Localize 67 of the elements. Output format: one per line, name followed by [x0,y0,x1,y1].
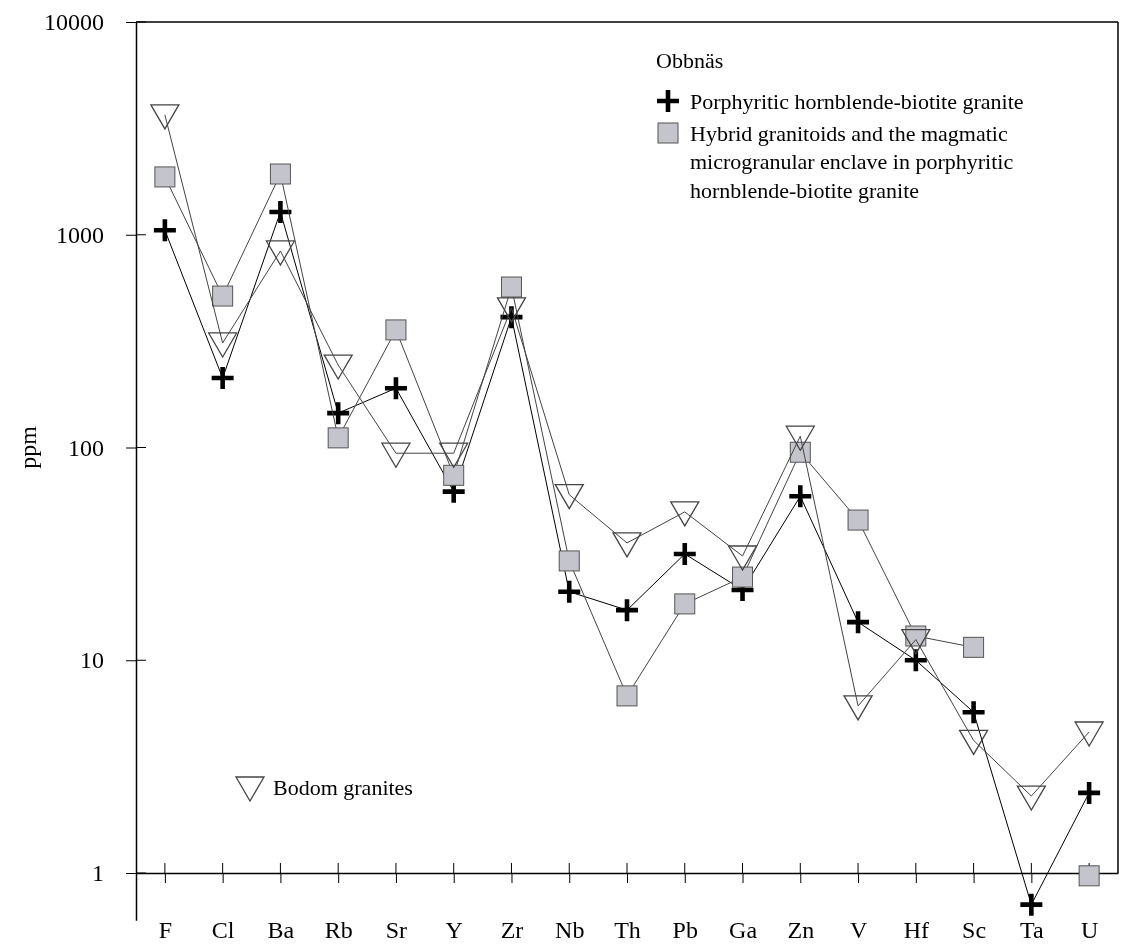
x-tick-label: U [1080,917,1099,944]
x-tick-label: Nb [555,917,585,944]
point [1016,785,1046,811]
point [558,580,581,603]
point [443,464,465,486]
y-axis-title: ppm [15,425,41,469]
point [674,593,696,615]
point [727,545,758,571]
legend-label: Porphyritic hornblende-biotite granite [690,88,1024,114]
point [847,509,869,531]
x-tick-label: V [849,917,868,944]
point [843,695,873,721]
point [963,636,985,658]
point [381,442,411,468]
point [211,367,234,390]
point [616,685,638,707]
legend-title: Obbnäs [656,48,724,73]
legend-label: Bodom granites [273,774,413,800]
y-tick-label: 10000 [44,9,104,36]
y-tick-label: 1 [92,860,104,887]
point [439,442,469,468]
point [323,354,353,380]
point [558,550,580,572]
point [1020,893,1043,916]
point [789,485,812,508]
point [154,166,176,188]
point [500,276,522,298]
point [962,701,985,724]
point [732,566,754,588]
x-tick-label: F [158,917,173,944]
x-tick-label: Zn [787,917,815,944]
x-tick-label: Pb [672,917,698,944]
x-tick-label: Zr [500,917,524,944]
point [385,319,407,341]
point [212,285,234,307]
y-tick-label: 100 [68,434,104,461]
point [670,501,700,527]
x-tick-label: Y [445,917,463,944]
y-tick-label: 10 [80,647,104,674]
x-tick-label: Hf [903,917,929,944]
x-tick-label: Sr [385,917,408,944]
point [673,542,696,565]
point [1078,865,1100,887]
point [904,649,927,672]
point [554,484,584,510]
point [1074,721,1104,747]
x-tick-label: Sc [962,917,987,944]
point [901,628,931,655]
point [269,200,292,223]
x-tick-label: Rb [324,917,353,944]
point [958,729,989,756]
point [208,332,238,358]
x-tick-label: Ba [267,917,295,944]
point [612,532,642,558]
x-tick-label: Ta [1020,917,1045,944]
legend-label: Hybrid granitoids and the magmatic microgranular enclave in porphyritic hornblende-biotite granite [690,120,1014,203]
point [496,297,527,323]
point [265,240,296,266]
point [785,425,815,451]
y-tick-label: 1000 [56,221,104,248]
point [269,163,291,185]
point [327,427,349,449]
x-tick-label: Th [614,917,641,944]
point [153,219,176,242]
point [150,104,180,130]
x-tick-label: Cl [211,917,235,944]
x-tick-label: Ga [729,917,758,944]
